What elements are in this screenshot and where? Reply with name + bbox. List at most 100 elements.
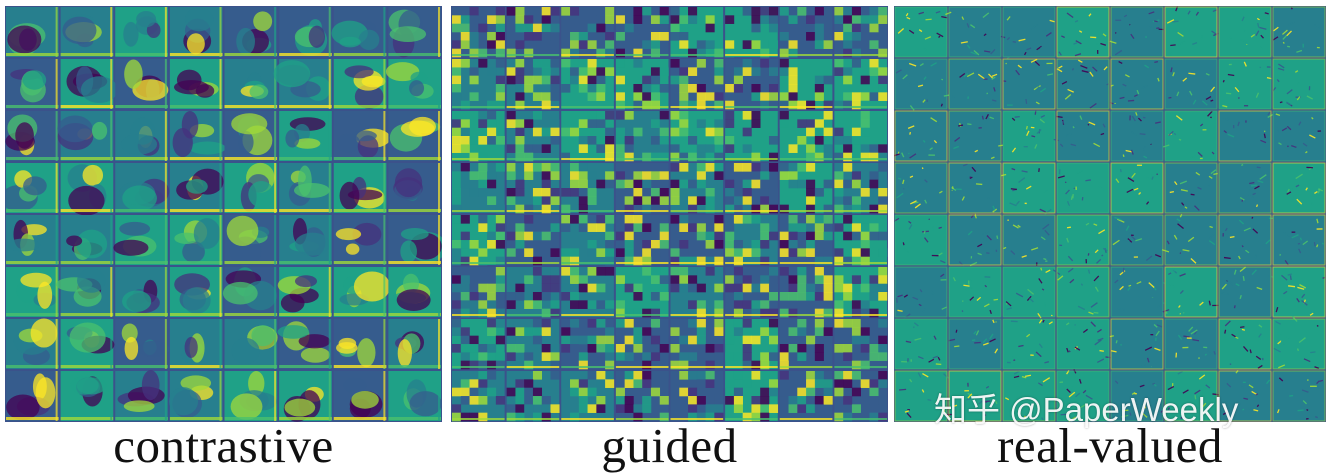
feature-map-tile	[1111, 111, 1163, 161]
feature-map-panel-guided	[451, 6, 888, 422]
feature-map-tile	[561, 215, 614, 265]
feature-map-tile	[725, 319, 778, 369]
feature-map-tile	[452, 371, 505, 421]
feature-map-tile	[5, 111, 58, 161]
feature-map-tile	[948, 319, 1001, 369]
feature-map-tile	[61, 371, 114, 421]
feature-map-tile	[6, 59, 59, 109]
feature-map-tile	[561, 319, 614, 369]
feature-map-tile	[6, 215, 59, 265]
feature-map-tile	[895, 319, 947, 369]
feature-map-tile	[561, 111, 614, 161]
feature-map-tile	[895, 163, 947, 213]
feature-map-tile	[507, 267, 560, 317]
feature-map-tile	[279, 7, 332, 57]
feature-map-tile	[1003, 110, 1055, 161]
feature-map-tile	[1003, 59, 1055, 109]
feature-map-tile	[115, 111, 168, 161]
feature-map-tile	[895, 59, 950, 110]
feature-map-tile	[949, 111, 1005, 161]
feature-map-tile	[334, 267, 391, 317]
feature-map-tile	[725, 371, 778, 421]
feature-map-tile	[671, 163, 724, 213]
feature-map-tile	[1163, 111, 1217, 161]
feature-map-tile	[6, 371, 59, 421]
feature-map-tile	[1273, 317, 1325, 369]
feature-map-tile	[279, 111, 332, 161]
feature-map-tile	[61, 215, 114, 265]
feature-map-tile	[225, 111, 278, 161]
feature-map-tile	[170, 7, 223, 57]
feature-map-tile	[671, 59, 724, 109]
feature-map-tile	[725, 163, 778, 213]
feature-map-tile	[388, 7, 441, 57]
feature-map-tile	[1219, 319, 1271, 369]
caption-contrastive: contrastive	[5, 420, 442, 472]
feature-map-tile	[6, 7, 59, 57]
feature-map-tile	[115, 370, 168, 421]
feature-map-tile	[895, 267, 947, 319]
feature-map-tile	[225, 59, 278, 109]
feature-map-tile	[386, 59, 441, 109]
feature-map-panel-contrastive	[5, 6, 442, 422]
feature-map-tile	[561, 7, 614, 57]
feature-map-tile	[1273, 163, 1325, 213]
feature-map-tile	[61, 7, 114, 57]
feature-map-tile	[225, 215, 278, 266]
feature-map-tile	[170, 59, 223, 109]
feature-map-tile	[334, 215, 387, 265]
feature-map-tile	[388, 215, 442, 265]
feature-map-tile	[616, 163, 669, 213]
feature-map-tile	[834, 319, 887, 369]
feature-map-tile	[1272, 59, 1325, 109]
feature-map-tile	[1003, 215, 1055, 266]
feature-map-tile	[780, 371, 833, 421]
feature-map-tile	[616, 319, 669, 369]
feature-map-tile	[170, 215, 223, 265]
feature-map-tile	[1273, 7, 1325, 57]
feature-map-tile	[561, 163, 614, 213]
feature-map-tile	[388, 163, 441, 213]
feature-map-tile	[1219, 267, 1275, 317]
feature-map-tile	[507, 7, 560, 57]
feature-map-tile	[115, 319, 169, 369]
feature-map-tile	[949, 267, 1001, 317]
feature-map-tile	[279, 371, 332, 422]
feature-map-tile	[388, 267, 441, 317]
feature-map-tile	[334, 371, 387, 421]
feature-map-tile	[949, 59, 1001, 109]
feature-map-tile	[452, 319, 505, 369]
feature-map-tile	[225, 7, 278, 57]
feature-map-tile	[334, 111, 391, 161]
feature-map-tile	[169, 371, 222, 421]
feature-map-tile	[279, 215, 332, 265]
feature-map-tile	[452, 7, 505, 57]
feature-map-tile	[780, 163, 833, 213]
feature-map-tile	[115, 267, 168, 317]
feature-map-grid-real-valued	[894, 6, 1326, 422]
feature-map-tile	[725, 59, 778, 109]
feature-map-tile	[115, 163, 169, 213]
feature-map-tile	[780, 319, 833, 369]
feature-map-tile	[1273, 111, 1325, 161]
feature-map-tile	[334, 319, 387, 369]
feature-map-tile	[1219, 215, 1275, 265]
feature-map-tile	[780, 7, 833, 57]
feature-map-tile	[507, 163, 560, 213]
feature-map-tile	[894, 215, 947, 265]
feature-map-tile	[671, 111, 724, 161]
feature-map-tile	[452, 111, 505, 161]
feature-map-tile	[507, 371, 560, 421]
feature-map-tile	[616, 267, 669, 317]
feature-map-tile	[725, 111, 778, 161]
feature-map-tile	[507, 111, 560, 161]
feature-map-tile	[115, 59, 168, 109]
feature-map-tile	[1003, 319, 1055, 369]
feature-map-panel-real-valued	[894, 6, 1326, 422]
feature-map-tile	[671, 7, 724, 57]
feature-map-tile	[945, 7, 1001, 57]
feature-map-tile	[1111, 163, 1163, 213]
feature-map-tile	[61, 163, 114, 216]
feature-map-tile	[616, 371, 669, 421]
feature-map-tile	[834, 111, 887, 161]
